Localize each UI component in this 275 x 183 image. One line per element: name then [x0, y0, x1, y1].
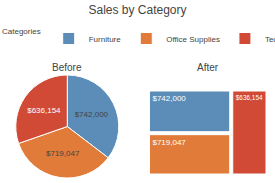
svg-text:Furniture: Furniture	[89, 35, 122, 44]
svg-text:$636,154: $636,154	[236, 94, 263, 101]
svg-text:$719,047: $719,047	[152, 138, 186, 147]
svg-text:$719,047: $719,047	[46, 149, 80, 158]
svg-text:Sales by Category: Sales by Category	[88, 3, 186, 17]
svg-text:Office Supplies: Office Supplies	[166, 35, 220, 44]
svg-text:Technology: Technology	[265, 35, 275, 44]
svg-text:$636,154: $636,154	[27, 106, 61, 115]
svg-text:Categories: Categories	[2, 27, 41, 36]
svg-text:After: After	[197, 62, 219, 73]
svg-text:$742,000: $742,000	[75, 110, 109, 119]
svg-text:$742,000: $742,000	[152, 94, 186, 103]
svg-text:Before: Before	[52, 62, 82, 73]
